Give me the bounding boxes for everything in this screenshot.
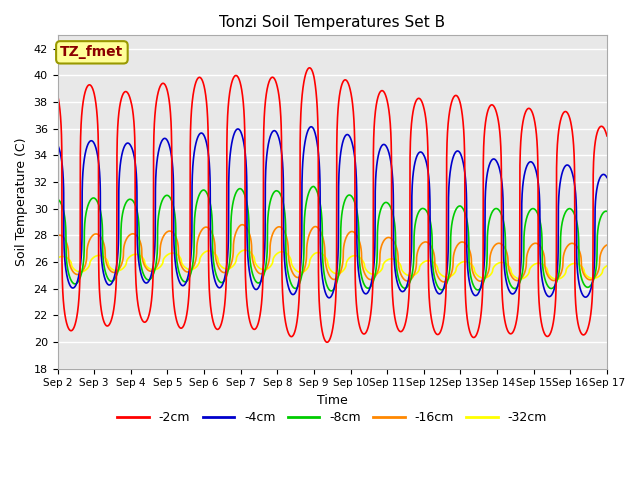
-4cm xyxy=(54,142,61,147)
-2cm xyxy=(603,133,611,139)
-32cm xyxy=(241,247,249,253)
-2cm xyxy=(54,92,61,98)
Line: -16cm: -16cm xyxy=(58,225,607,282)
-32cm xyxy=(54,255,61,261)
-16cm xyxy=(184,269,192,275)
-8cm xyxy=(54,196,61,202)
X-axis label: Time: Time xyxy=(317,394,348,407)
-4cm xyxy=(187,254,195,260)
-32cm xyxy=(181,264,189,270)
-16cm xyxy=(599,246,607,252)
-32cm xyxy=(184,266,192,272)
-8cm xyxy=(603,208,611,214)
-16cm xyxy=(239,222,246,228)
-2cm xyxy=(306,65,314,71)
-2cm xyxy=(184,302,192,308)
-4cm xyxy=(260,249,268,255)
-4cm xyxy=(300,148,308,154)
Legend: -2cm, -4cm, -8cm, -16cm, -32cm: -2cm, -4cm, -8cm, -16cm, -32cm xyxy=(113,406,552,429)
-2cm xyxy=(187,118,195,123)
-2cm xyxy=(323,339,331,345)
-8cm xyxy=(310,183,317,189)
-16cm xyxy=(300,268,308,274)
Line: -8cm: -8cm xyxy=(58,186,607,291)
-4cm xyxy=(325,295,333,300)
Line: -2cm: -2cm xyxy=(58,68,607,342)
-32cm xyxy=(603,263,611,269)
-32cm xyxy=(261,267,269,273)
-4cm xyxy=(307,124,315,130)
-8cm xyxy=(260,269,268,275)
Line: -4cm: -4cm xyxy=(58,127,607,298)
-4cm xyxy=(184,274,192,279)
-32cm xyxy=(187,267,195,273)
-2cm xyxy=(260,108,268,114)
-8cm xyxy=(187,270,195,276)
-2cm xyxy=(181,319,189,324)
-32cm xyxy=(300,269,308,275)
-8cm xyxy=(599,211,607,216)
Text: TZ_fmet: TZ_fmet xyxy=(60,45,124,60)
-16cm xyxy=(261,269,269,275)
-4cm xyxy=(603,175,611,180)
-16cm xyxy=(181,268,189,274)
-16cm xyxy=(187,267,195,273)
-32cm xyxy=(599,267,607,273)
-8cm xyxy=(181,279,189,285)
-2cm xyxy=(599,124,607,130)
-8cm xyxy=(328,288,335,294)
Title: Tonzi Soil Temperatures Set B: Tonzi Soil Temperatures Set B xyxy=(219,15,445,30)
-4cm xyxy=(599,172,607,178)
-8cm xyxy=(300,254,308,260)
-8cm xyxy=(184,277,192,283)
Y-axis label: Soil Temperature (C): Soil Temperature (C) xyxy=(15,138,28,266)
-4cm xyxy=(181,281,189,287)
-16cm xyxy=(440,279,448,285)
Line: -32cm: -32cm xyxy=(58,250,607,279)
-16cm xyxy=(54,233,61,239)
-2cm xyxy=(300,80,308,86)
-32cm xyxy=(553,276,561,282)
-16cm xyxy=(603,242,611,248)
